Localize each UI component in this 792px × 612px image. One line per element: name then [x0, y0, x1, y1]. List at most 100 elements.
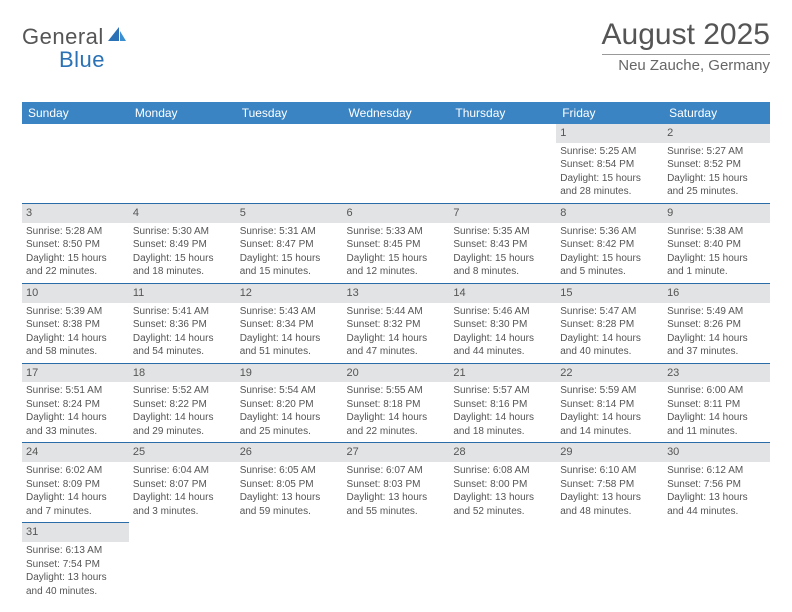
day-body: Sunrise: 6:02 AMSunset: 8:09 PMDaylight:… [22, 462, 129, 522]
day-number: 23 [663, 364, 770, 383]
daylight-text: Daylight: 14 hours and 54 minutes. [133, 332, 232, 359]
day-body: Sunrise: 6:13 AMSunset: 7:54 PMDaylight:… [22, 542, 129, 602]
day-body: Sunrise: 5:39 AMSunset: 8:38 PMDaylight:… [22, 303, 129, 363]
daylight-text: Daylight: 14 hours and 22 minutes. [347, 411, 446, 438]
daylight-text: Daylight: 14 hours and 33 minutes. [26, 411, 125, 438]
calendar-cell [129, 523, 236, 602]
day-body: Sunrise: 6:05 AMSunset: 8:05 PMDaylight:… [236, 462, 343, 522]
sunrise-text: Sunrise: 5:41 AM [133, 305, 232, 319]
calendar-cell [22, 124, 129, 203]
day-number: 25 [129, 443, 236, 462]
sunset-text: Sunset: 8:42 PM [560, 238, 659, 252]
calendar-cell: 27Sunrise: 6:07 AMSunset: 8:03 PMDayligh… [343, 443, 450, 523]
sunset-text: Sunset: 8:24 PM [26, 398, 125, 412]
sunrise-text: Sunrise: 5:59 AM [560, 384, 659, 398]
day-body: Sunrise: 5:59 AMSunset: 8:14 PMDaylight:… [556, 382, 663, 442]
calendar-cell [449, 124, 556, 203]
weekday-header: Monday [129, 102, 236, 124]
sunset-text: Sunset: 8:16 PM [453, 398, 552, 412]
daylight-text: Daylight: 15 hours and 18 minutes. [133, 252, 232, 279]
calendar-week-row: 1Sunrise: 5:25 AMSunset: 8:54 PMDaylight… [22, 124, 770, 203]
sunset-text: Sunset: 8:00 PM [453, 478, 552, 492]
calendar-cell [449, 523, 556, 602]
day-number: 7 [449, 204, 556, 223]
day-body: Sunrise: 5:43 AMSunset: 8:34 PMDaylight:… [236, 303, 343, 363]
calendar-cell: 21Sunrise: 5:57 AMSunset: 8:16 PMDayligh… [449, 363, 556, 443]
day-body: Sunrise: 5:41 AMSunset: 8:36 PMDaylight:… [129, 303, 236, 363]
sunset-text: Sunset: 8:22 PM [133, 398, 232, 412]
weekday-header-row: Sunday Monday Tuesday Wednesday Thursday… [22, 102, 770, 124]
weekday-header: Tuesday [236, 102, 343, 124]
calendar-week-row: 3Sunrise: 5:28 AMSunset: 8:50 PMDaylight… [22, 203, 770, 283]
daylight-text: Daylight: 15 hours and 5 minutes. [560, 252, 659, 279]
day-number: 2 [663, 124, 770, 143]
daylight-text: Daylight: 13 hours and 44 minutes. [667, 491, 766, 518]
day-body: Sunrise: 5:38 AMSunset: 8:40 PMDaylight:… [663, 223, 770, 283]
calendar-cell: 30Sunrise: 6:12 AMSunset: 7:56 PMDayligh… [663, 443, 770, 523]
day-body: Sunrise: 6:04 AMSunset: 8:07 PMDaylight:… [129, 462, 236, 522]
sunset-text: Sunset: 8:45 PM [347, 238, 446, 252]
day-number: 16 [663, 284, 770, 303]
calendar-week-row: 31Sunrise: 6:13 AMSunset: 7:54 PMDayligh… [22, 523, 770, 602]
calendar-cell: 3Sunrise: 5:28 AMSunset: 8:50 PMDaylight… [22, 203, 129, 283]
sunrise-text: Sunrise: 5:43 AM [240, 305, 339, 319]
sunset-text: Sunset: 8:05 PM [240, 478, 339, 492]
sunset-text: Sunset: 8:30 PM [453, 318, 552, 332]
daylight-text: Daylight: 13 hours and 48 minutes. [560, 491, 659, 518]
sunrise-text: Sunrise: 6:08 AM [453, 464, 552, 478]
day-number: 26 [236, 443, 343, 462]
weekday-header: Friday [556, 102, 663, 124]
sunset-text: Sunset: 8:47 PM [240, 238, 339, 252]
calendar-cell: 14Sunrise: 5:46 AMSunset: 8:30 PMDayligh… [449, 283, 556, 363]
sunrise-text: Sunrise: 5:49 AM [667, 305, 766, 319]
logo-blue-line: Blue [59, 47, 105, 73]
calendar-cell: 28Sunrise: 6:08 AMSunset: 8:00 PMDayligh… [449, 443, 556, 523]
sunset-text: Sunset: 8:54 PM [560, 158, 659, 172]
daylight-text: Daylight: 14 hours and 44 minutes. [453, 332, 552, 359]
calendar-cell: 16Sunrise: 5:49 AMSunset: 8:26 PMDayligh… [663, 283, 770, 363]
calendar-cell [236, 523, 343, 602]
day-number: 11 [129, 284, 236, 303]
day-body: Sunrise: 5:55 AMSunset: 8:18 PMDaylight:… [343, 382, 450, 442]
sunrise-text: Sunrise: 5:52 AM [133, 384, 232, 398]
sunset-text: Sunset: 8:36 PM [133, 318, 232, 332]
day-number: 24 [22, 443, 129, 462]
day-number: 10 [22, 284, 129, 303]
sunrise-text: Sunrise: 5:55 AM [347, 384, 446, 398]
calendar-cell [663, 523, 770, 602]
day-body: Sunrise: 5:52 AMSunset: 8:22 PMDaylight:… [129, 382, 236, 442]
calendar-cell [129, 124, 236, 203]
day-number: 3 [22, 204, 129, 223]
sunrise-text: Sunrise: 5:57 AM [453, 384, 552, 398]
day-number: 22 [556, 364, 663, 383]
day-number: 4 [129, 204, 236, 223]
logo-text-blue: Blue [59, 47, 105, 72]
sunset-text: Sunset: 8:43 PM [453, 238, 552, 252]
day-number: 21 [449, 364, 556, 383]
daylight-text: Daylight: 14 hours and 58 minutes. [26, 332, 125, 359]
sunset-text: Sunset: 7:54 PM [26, 558, 125, 572]
calendar-cell: 9Sunrise: 5:38 AMSunset: 8:40 PMDaylight… [663, 203, 770, 283]
calendar-week-row: 17Sunrise: 5:51 AMSunset: 8:24 PMDayligh… [22, 363, 770, 443]
sunrise-text: Sunrise: 6:02 AM [26, 464, 125, 478]
sunrise-text: Sunrise: 6:05 AM [240, 464, 339, 478]
sunrise-text: Sunrise: 5:36 AM [560, 225, 659, 239]
sunset-text: Sunset: 8:20 PM [240, 398, 339, 412]
daylight-text: Daylight: 14 hours and 51 minutes. [240, 332, 339, 359]
sunrise-text: Sunrise: 5:30 AM [133, 225, 232, 239]
calendar-cell [236, 124, 343, 203]
calendar-cell: 31Sunrise: 6:13 AMSunset: 7:54 PMDayligh… [22, 523, 129, 602]
sunset-text: Sunset: 8:26 PM [667, 318, 766, 332]
sunset-text: Sunset: 8:03 PM [347, 478, 446, 492]
sunrise-text: Sunrise: 5:35 AM [453, 225, 552, 239]
sunrise-text: Sunrise: 6:00 AM [667, 384, 766, 398]
calendar-week-row: 24Sunrise: 6:02 AMSunset: 8:09 PMDayligh… [22, 443, 770, 523]
daylight-text: Daylight: 15 hours and 12 minutes. [347, 252, 446, 279]
sunset-text: Sunset: 8:09 PM [26, 478, 125, 492]
calendar-cell: 5Sunrise: 5:31 AMSunset: 8:47 PMDaylight… [236, 203, 343, 283]
sunrise-text: Sunrise: 5:38 AM [667, 225, 766, 239]
day-body: Sunrise: 6:00 AMSunset: 8:11 PMDaylight:… [663, 382, 770, 442]
daylight-text: Daylight: 14 hours and 47 minutes. [347, 332, 446, 359]
calendar-cell: 8Sunrise: 5:36 AMSunset: 8:42 PMDaylight… [556, 203, 663, 283]
sunset-text: Sunset: 7:56 PM [667, 478, 766, 492]
